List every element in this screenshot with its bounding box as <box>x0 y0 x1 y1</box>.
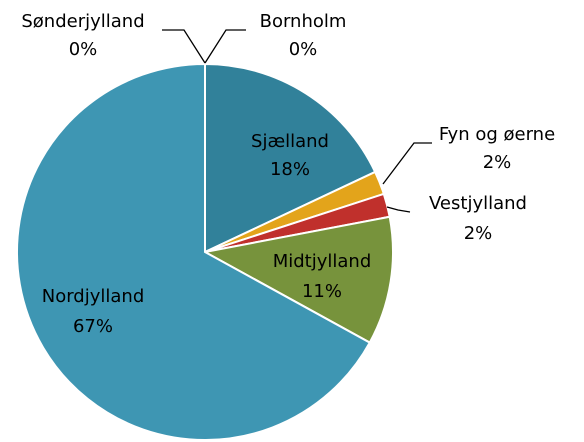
leader-line <box>162 29 206 64</box>
slice-value-label: 11% <box>302 281 342 302</box>
leader-line <box>382 142 432 185</box>
slice-value-label: 2% <box>483 152 512 173</box>
slice-value-label: 18% <box>270 159 310 180</box>
slice-label: Vestjylland <box>429 193 527 214</box>
slice-value-label: 67% <box>73 316 113 337</box>
slice-label: Bornholm <box>260 11 347 32</box>
slice-label: Nordjylland <box>42 286 145 307</box>
slice-value-label: 0% <box>289 39 318 60</box>
slice-label: Sønderjylland <box>21 11 144 32</box>
pie-slice <box>202 215 394 344</box>
leader-line <box>386 206 411 213</box>
slice-label: Fyn og øerne <box>439 124 555 145</box>
slice-label: Midtjylland <box>273 251 372 272</box>
leader-line <box>204 29 246 64</box>
slice-value-label: 0% <box>69 39 98 60</box>
slice-label: Sjælland <box>251 131 329 152</box>
pie-slice <box>204 62 377 254</box>
slice-value-label: 2% <box>464 223 493 244</box>
pie-slice <box>16 62 372 441</box>
